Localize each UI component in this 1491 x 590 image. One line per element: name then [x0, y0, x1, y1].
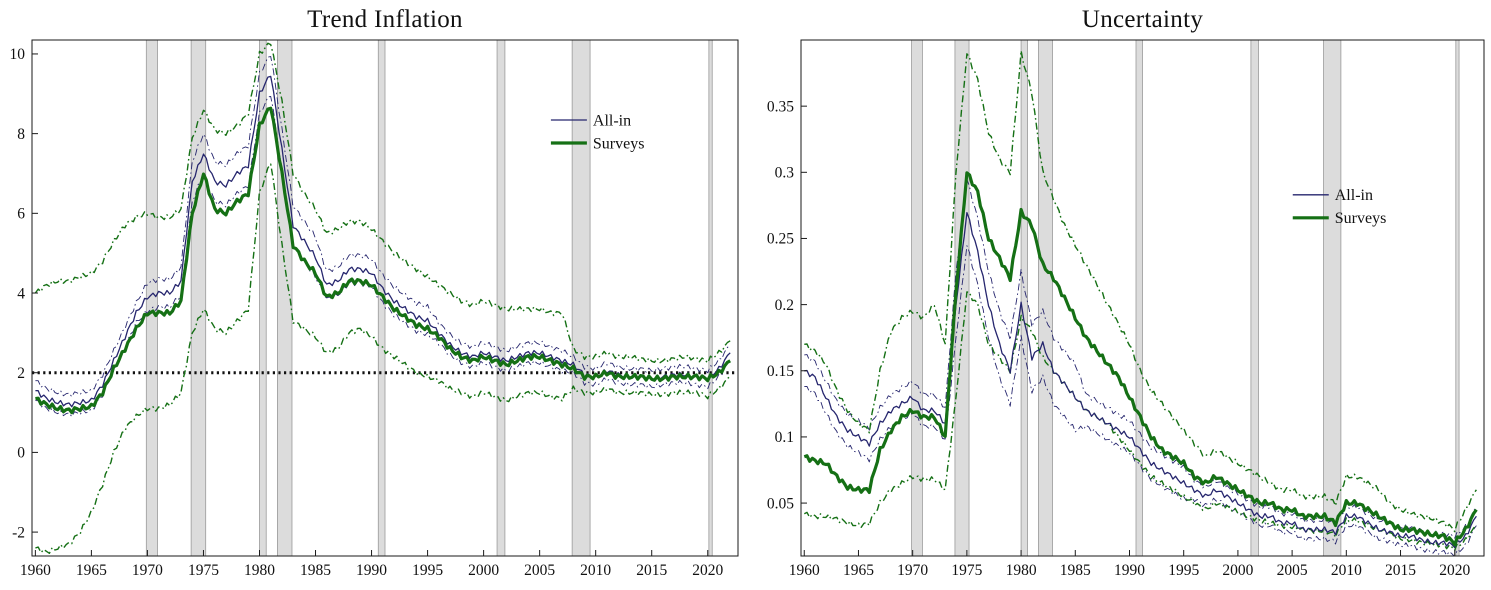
trend-inflation-chart: 1960 1965 1970 1975 1980 1985 1990 1995 2000 2005… — [10, 39, 739, 579]
y-tick-label: 2 — [17, 365, 25, 382]
x-tick-label: 1975 — [951, 562, 982, 579]
y-tick-label: 6 — [17, 206, 25, 223]
legend-label: All-in — [1335, 187, 1373, 204]
axis-box — [800, 39, 1485, 557]
legend-label: All-in — [593, 112, 631, 129]
x-tick-label: 2000 — [468, 562, 499, 579]
y-tick-label: 0.25 — [767, 231, 794, 248]
y-tick-label: -2 — [12, 524, 25, 541]
series-line-surveys-upper — [804, 50, 1477, 533]
x-tick-label: 2005 — [524, 562, 555, 579]
recession-band — [259, 40, 267, 556]
x-tick-label: 1965 — [843, 562, 874, 579]
x-tick-label: 1965 — [76, 562, 107, 579]
legend: All-in Surveys — [1292, 187, 1387, 227]
series-line-all-in — [804, 211, 1477, 549]
y-tick-label: 0 — [17, 445, 25, 462]
x-tick-label: 1995 — [1168, 562, 1199, 579]
recession-bands — [911, 40, 1460, 556]
series-group — [803, 50, 1478, 556]
x-tick-label: 2005 — [1277, 562, 1308, 579]
x-tick-label: 1970 — [132, 562, 163, 579]
x-tick-label: 1990 — [1114, 562, 1145, 579]
y-tick-label: 10 — [10, 46, 26, 63]
recession-band — [1250, 40, 1259, 556]
y-tick-label: 0.3 — [775, 165, 795, 182]
legend: All-in Surveys — [550, 112, 645, 152]
x-tick-label: 1980 — [244, 562, 275, 579]
y-tick-label: 0.1 — [775, 429, 794, 446]
series-line-surveys-upper — [34, 42, 731, 364]
x-tick-label: 1975 — [188, 562, 219, 579]
y-tick-label: 0.2 — [775, 297, 794, 314]
legend-label: Surveys — [593, 135, 645, 152]
series-line-all-in-upper — [804, 179, 1477, 539]
x-tick-label: 1985 — [300, 562, 331, 579]
y-tick-label: 0.35 — [767, 98, 794, 115]
x-tick-label: 2015 — [636, 562, 667, 579]
recession-band — [571, 40, 591, 556]
series-line-surveys — [803, 171, 1478, 547]
axis-box — [31, 39, 739, 557]
series-line-surveys-lower — [803, 291, 1477, 551]
x-tick-label: 2020 — [692, 562, 723, 579]
y-tick-label: 8 — [17, 126, 25, 143]
legend-label: Surveys — [1335, 210, 1387, 227]
recession-band — [496, 40, 506, 556]
recession-band — [1135, 40, 1143, 556]
series-line-all-in-lower — [35, 95, 731, 418]
y-tick-label: 0.15 — [767, 363, 794, 380]
series-line-all-in-upper — [35, 56, 731, 398]
y-tick-label: 4 — [17, 285, 25, 302]
series-group — [34, 42, 731, 554]
x-tick-label: 1960 — [789, 562, 820, 579]
x-tick-label: 1995 — [412, 562, 443, 579]
x-tick-label: 2010 — [1331, 562, 1362, 579]
recession-band — [911, 40, 923, 556]
x-tick-label: 1960 — [20, 562, 51, 579]
x-tick-label: 2015 — [1385, 562, 1416, 579]
x-tick-label: 2000 — [1222, 562, 1253, 579]
x-tick-label: 2010 — [580, 562, 611, 579]
series-line-surveys-lower — [35, 163, 731, 554]
x-tick-label: 1985 — [1060, 562, 1091, 579]
y-tick-label: 0.05 — [767, 495, 794, 512]
recession-band — [1323, 40, 1342, 556]
recession-band — [1038, 40, 1053, 556]
x-tick-label: 2020 — [1439, 562, 1470, 579]
series-line-surveys — [35, 106, 731, 415]
recession-band — [145, 40, 158, 556]
x-tick-label: 1970 — [897, 562, 928, 579]
x-tick-label: 1980 — [1006, 562, 1037, 579]
recession-band — [190, 40, 207, 556]
uncertainty-chart: 1960 1965 1970 1975 1980 1985 1990 1995 2000 2005… — [767, 39, 1485, 579]
recession-band — [708, 40, 713, 556]
recession-band — [1455, 40, 1460, 556]
x-tick-label: 1990 — [356, 562, 387, 579]
recession-band — [1020, 40, 1028, 556]
series-line-all-in-lower — [804, 245, 1477, 556]
